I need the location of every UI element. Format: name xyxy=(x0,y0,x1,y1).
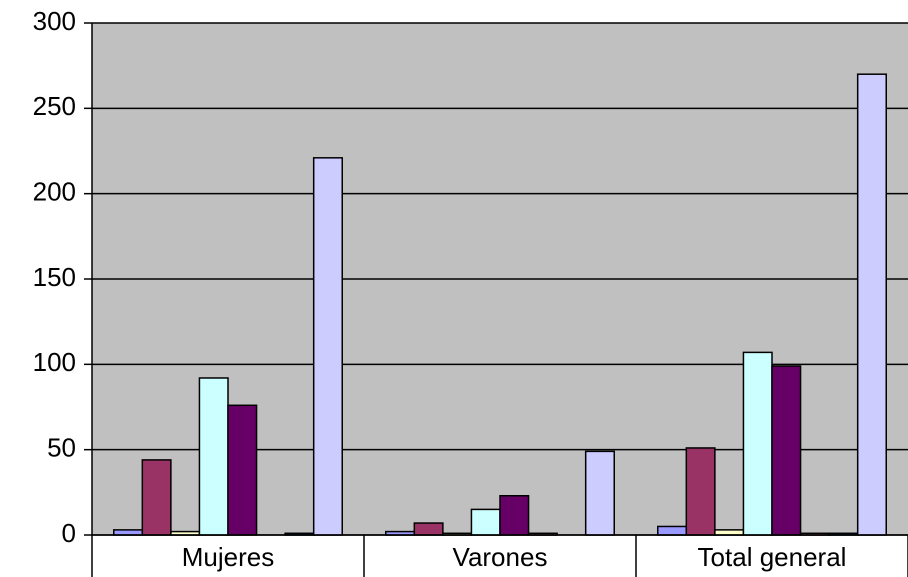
bar xyxy=(584,450,615,536)
bar xyxy=(470,508,501,536)
bar xyxy=(141,459,172,536)
y-tick-label: 150 xyxy=(33,262,76,292)
bar xyxy=(856,73,887,536)
bar xyxy=(714,529,745,536)
bar xyxy=(499,494,530,536)
bar xyxy=(685,447,716,536)
x-tick-label: Total general xyxy=(698,542,847,572)
bar xyxy=(742,351,773,536)
y-tick-label: 250 xyxy=(33,91,76,121)
bar xyxy=(771,365,802,536)
y-tick-label: 100 xyxy=(33,347,76,377)
bar xyxy=(227,404,258,536)
y-tick-label: 0 xyxy=(62,518,76,548)
y-tick-label: 300 xyxy=(33,6,76,36)
bar xyxy=(198,377,229,536)
x-tick-label: Mujeres xyxy=(182,542,274,572)
bar xyxy=(113,529,144,536)
x-tick-label: Varones xyxy=(453,542,548,572)
bar xyxy=(312,157,343,536)
y-tick-label: 50 xyxy=(47,433,76,463)
bar xyxy=(657,525,688,536)
bar xyxy=(413,522,444,536)
y-tick-label: 200 xyxy=(33,177,76,207)
